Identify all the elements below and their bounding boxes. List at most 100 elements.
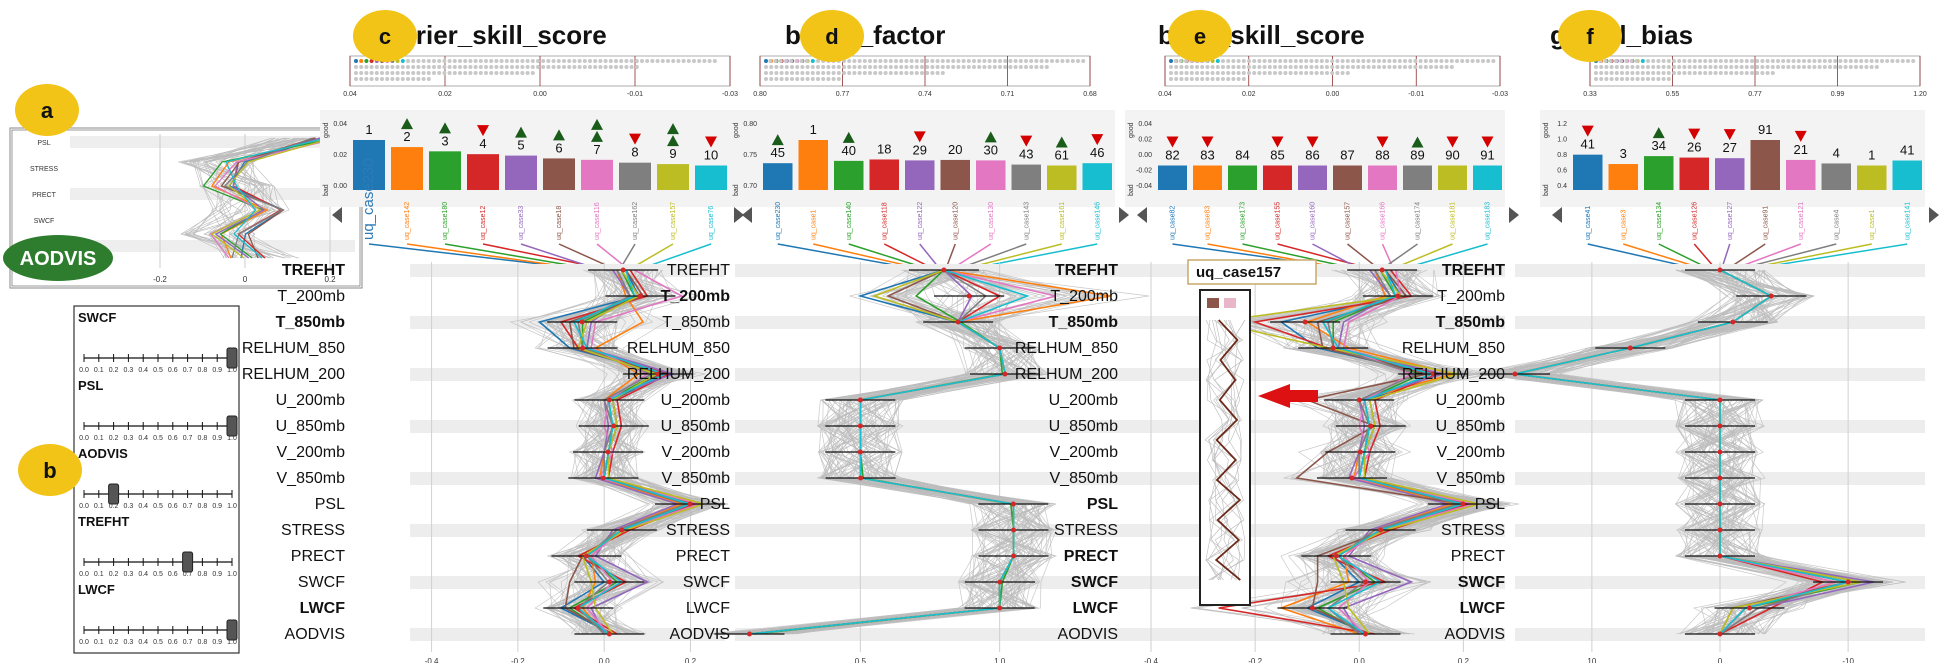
variable-label[interactable]: V_200mb bbox=[662, 444, 731, 461]
bar[interactable] bbox=[1333, 165, 1362, 191]
variable-label[interactable]: V_200mb bbox=[1050, 444, 1119, 461]
case-label[interactable]: uq_case33 bbox=[518, 206, 525, 240]
variable-label[interactable]: V_850mb bbox=[277, 470, 346, 487]
bar[interactable] bbox=[1193, 165, 1222, 191]
variable-label[interactable]: T_850mb bbox=[1436, 314, 1506, 331]
variable-label[interactable]: SWCF bbox=[298, 574, 345, 591]
scroll-right-icon[interactable] bbox=[1929, 207, 1939, 223]
bar[interactable] bbox=[1228, 165, 1257, 191]
variable-label[interactable]: PRECT bbox=[1064, 548, 1118, 565]
bar[interactable] bbox=[695, 165, 727, 191]
variable-label[interactable]: U_850mb bbox=[1436, 418, 1505, 435]
variable-label[interactable]: SWCF bbox=[683, 574, 730, 591]
scroll-right-icon[interactable] bbox=[734, 207, 744, 223]
variable-label[interactable]: V_850mb bbox=[1437, 470, 1506, 487]
slider-handle[interactable] bbox=[226, 347, 238, 369]
variable-label[interactable]: U_200mb bbox=[1049, 392, 1118, 409]
variable-label[interactable]: AODVIS bbox=[1445, 626, 1505, 643]
variable-label[interactable]: AODVIS bbox=[670, 626, 730, 643]
case-label[interactable]: uq_case18 bbox=[556, 206, 563, 240]
variable-label[interactable]: AODVIS bbox=[1058, 626, 1118, 643]
case-label[interactable]: uq_case3 bbox=[1620, 210, 1627, 240]
case-label[interactable]: uq_case157 bbox=[670, 202, 677, 240]
variable-label[interactable]: U_850mb bbox=[1049, 418, 1118, 435]
case-label[interactable]: uq_case230 bbox=[775, 202, 782, 240]
variable-label[interactable]: V_200mb bbox=[1437, 444, 1506, 461]
variable-label[interactable]: RELHUM_850 bbox=[1015, 340, 1118, 357]
variable-label[interactable]: SWCF bbox=[1071, 574, 1118, 591]
variable-label[interactable]: PSL bbox=[700, 496, 730, 513]
case-label[interactable]: uq_case122 bbox=[917, 202, 924, 240]
variable-label[interactable]: STRESS bbox=[281, 522, 345, 539]
case-label[interactable]: uq_case160 bbox=[1310, 202, 1317, 240]
bar[interactable] bbox=[1715, 158, 1745, 190]
variable-label[interactable]: RELHUM_850 bbox=[627, 340, 730, 357]
bar[interactable] bbox=[1821, 163, 1852, 190]
slider-handle[interactable] bbox=[182, 551, 194, 573]
bar[interactable] bbox=[976, 160, 1006, 190]
case-label[interactable]: uq_case83 bbox=[1205, 206, 1212, 240]
variable-label[interactable]: RELHUM_850 bbox=[242, 340, 345, 357]
scroll-left-icon[interactable] bbox=[332, 207, 342, 223]
variable-label[interactable]: AODVIS bbox=[285, 626, 345, 643]
variable-label[interactable]: U_850mb bbox=[276, 418, 345, 435]
variable-label[interactable]: V_850mb bbox=[1050, 470, 1119, 487]
case-label[interactable]: uq_case180 bbox=[442, 202, 449, 240]
scroll-left-icon[interactable] bbox=[1552, 207, 1562, 223]
case-label[interactable]: uq_case76 bbox=[708, 206, 715, 240]
variable-label[interactable]: PSL bbox=[315, 496, 345, 513]
case-label[interactable]: uq_case162 bbox=[632, 202, 639, 240]
case-label[interactable]: uq_case126 bbox=[1691, 202, 1698, 240]
case-label[interactable]: uq_case173 bbox=[1240, 202, 1247, 240]
bar[interactable] bbox=[798, 140, 829, 190]
bar[interactable] bbox=[1679, 157, 1710, 190]
bar[interactable] bbox=[1368, 165, 1397, 191]
variable-label[interactable]: T_850mb bbox=[1049, 314, 1119, 331]
case-label[interactable]: uq_case140 bbox=[846, 202, 853, 240]
bar[interactable] bbox=[1750, 140, 1781, 190]
case-label[interactable]: uq_case1 bbox=[1869, 210, 1876, 240]
case-label[interactable]: uq_case82 bbox=[1170, 206, 1177, 240]
bar[interactable] bbox=[1786, 159, 1816, 190]
bar[interactable] bbox=[581, 159, 613, 190]
case-label[interactable]: uq_case127 bbox=[1727, 202, 1734, 240]
variable-label[interactable]: T_200mb bbox=[277, 288, 345, 305]
variable-label[interactable]: V_200mb bbox=[277, 444, 346, 461]
variable-label[interactable]: STRESS bbox=[1054, 522, 1118, 539]
case-label[interactable]: uq_case118 bbox=[881, 202, 888, 240]
bar[interactable] bbox=[940, 159, 971, 190]
variable-label[interactable]: U_200mb bbox=[661, 392, 730, 409]
case-label[interactable]: uq_case41 bbox=[1585, 206, 1592, 240]
variable-label[interactable]: T_200mb bbox=[1050, 288, 1118, 305]
bar[interactable] bbox=[1011, 164, 1042, 190]
variable-label[interactable]: LWCF bbox=[1073, 600, 1119, 617]
case-label[interactable]: uq_case146 bbox=[1094, 202, 1101, 240]
bar[interactable] bbox=[834, 160, 864, 190]
bar[interactable] bbox=[1158, 165, 1187, 191]
bar[interactable] bbox=[1892, 160, 1923, 190]
variable-label[interactable]: RELHUM_200 bbox=[1015, 366, 1118, 383]
bar[interactable] bbox=[763, 163, 793, 190]
scroll-left-icon[interactable] bbox=[742, 207, 752, 223]
bar[interactable] bbox=[1263, 165, 1292, 191]
variable-label[interactable]: TREFHT bbox=[1055, 262, 1118, 279]
case-label[interactable]: uq_case166 bbox=[1380, 202, 1387, 240]
case-label[interactable]: uq_case91 bbox=[1762, 206, 1769, 240]
bar[interactable] bbox=[1644, 156, 1674, 190]
bar[interactable] bbox=[1403, 165, 1432, 191]
case-label[interactable]: uq_case121 bbox=[1798, 202, 1805, 240]
variable-label[interactable]: V_850mb bbox=[662, 470, 731, 487]
case-label[interactable]: uq_case134 bbox=[1656, 202, 1663, 240]
case-label[interactable]: uq_case174 bbox=[1415, 202, 1422, 240]
variable-label[interactable]: T_200mb bbox=[661, 288, 731, 305]
variable-label[interactable]: STRESS bbox=[666, 522, 730, 539]
variable-label[interactable]: RELHUM_200 bbox=[1402, 366, 1505, 383]
variable-label[interactable]: TREFHT bbox=[667, 262, 730, 279]
case-label[interactable]: uq_case120 bbox=[952, 202, 959, 240]
bar[interactable] bbox=[467, 154, 499, 190]
variable-label[interactable]: PSL bbox=[1087, 496, 1118, 513]
case-label[interactable]: uq_case157 bbox=[1345, 202, 1352, 240]
case-label[interactable]: uq_case141 bbox=[1904, 202, 1911, 240]
bar[interactable] bbox=[1298, 165, 1327, 191]
bar[interactable] bbox=[1573, 154, 1603, 190]
